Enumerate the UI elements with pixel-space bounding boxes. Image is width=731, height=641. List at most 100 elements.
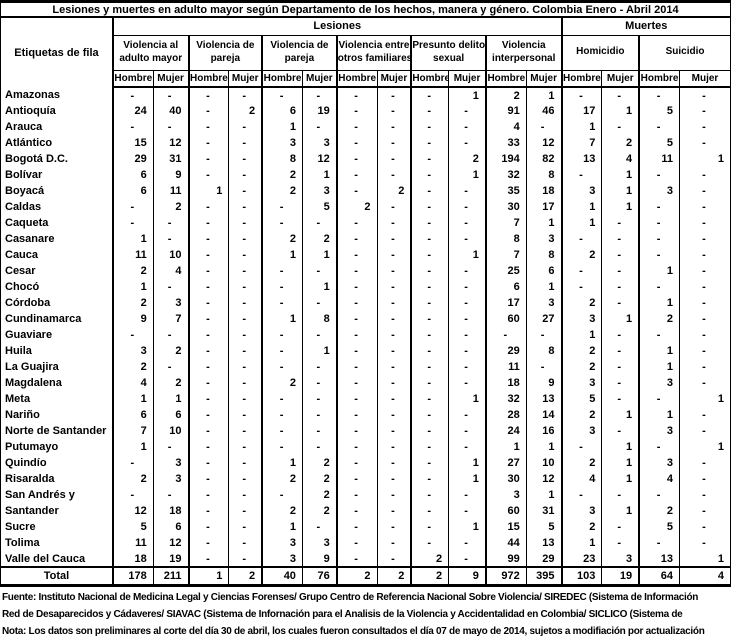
- cell: -: [153, 487, 190, 503]
- cell: 11: [112, 247, 154, 263]
- cell: -: [377, 391, 413, 407]
- cell: 13: [639, 551, 680, 567]
- cell: -: [526, 327, 563, 343]
- group-label-line: Presunto delito: [412, 40, 486, 51]
- cell: 30: [485, 471, 527, 487]
- cell: 3: [302, 135, 338, 151]
- cell: 2: [262, 183, 303, 199]
- cell: 13: [561, 151, 603, 167]
- cell: 32: [485, 167, 527, 183]
- cell: -: [702, 377, 706, 389]
- cell: 99: [485, 551, 527, 567]
- cell: 1: [526, 439, 563, 455]
- row-label: Putumayo: [1, 439, 114, 455]
- cell: 4: [639, 471, 680, 487]
- cell: -: [411, 311, 450, 327]
- cell: -: [228, 215, 264, 231]
- cell: -: [228, 167, 264, 183]
- cell: 19: [302, 103, 338, 119]
- cell: -: [448, 295, 487, 311]
- cell: 3: [526, 231, 563, 247]
- cell: 2: [336, 566, 378, 584]
- super-group-muertes: Muertes: [561, 18, 730, 36]
- cell: 6: [112, 407, 154, 423]
- cell: -: [702, 489, 706, 501]
- table-row: Tolima 11 12- -3 3- - - -44 13 1- - -: [1, 535, 730, 551]
- row-label: Bogotá D.C.: [1, 151, 114, 167]
- row-label: Quindío: [1, 455, 114, 471]
- cell: 7: [561, 135, 603, 151]
- header-super-row: Etiquetas de fila Lesiones Muertes: [1, 18, 730, 87]
- cell: -: [702, 217, 706, 229]
- cell: -: [228, 87, 264, 103]
- cell: -: [228, 343, 264, 359]
- cell: -: [377, 151, 413, 167]
- cell: 1: [561, 535, 603, 551]
- cell: 5: [639, 103, 680, 119]
- cell: -: [262, 391, 303, 407]
- cell: -: [448, 311, 487, 327]
- table-row: Boyacá 6 11 1-2 3-2- -35 18 3 1 3-: [1, 183, 730, 199]
- cell: -: [411, 183, 450, 199]
- cell: 2: [411, 551, 450, 567]
- cell: -: [377, 423, 413, 439]
- cell: -: [228, 183, 264, 199]
- cell: 5: [639, 519, 680, 535]
- cell: -: [448, 231, 487, 247]
- cell: -: [228, 135, 264, 151]
- cell: -: [262, 423, 303, 439]
- cell: 1: [262, 455, 303, 471]
- cell: -: [188, 119, 230, 135]
- cell: -: [377, 295, 413, 311]
- cell: -: [153, 279, 190, 295]
- row-label: Valle del Cauca: [1, 551, 114, 567]
- table-row: Magdalena 4 2- -2- - - - -18 9 3-3-: [1, 375, 730, 391]
- cell: 9: [112, 311, 154, 327]
- col-header-hombre: Hombre: [262, 70, 303, 88]
- cell: 8: [526, 167, 563, 183]
- cell: -: [336, 231, 378, 247]
- cell: -: [336, 311, 378, 327]
- cell: 1: [601, 439, 641, 455]
- cell: -: [411, 391, 450, 407]
- cell: -: [336, 375, 378, 391]
- cell: -: [377, 535, 413, 551]
- cell: -: [262, 487, 303, 503]
- row-label: Bolívar: [1, 167, 114, 183]
- col-header-hombre: Hombre: [485, 70, 527, 88]
- table-row: Córdoba 2 3- - - - - - - -17 3 2-1-: [1, 295, 730, 311]
- header-gender-row: Hombre Mujer Hombre Mujer Hombre Mujer Hombre M…: [1, 70, 730, 88]
- cell: 44: [485, 535, 527, 551]
- cell: -: [302, 119, 338, 135]
- header-group-row: Violencia al adulto mayor Violencia de p…: [1, 35, 730, 71]
- cell: -: [377, 167, 413, 183]
- cell: -: [601, 519, 641, 535]
- table-frame: Lesiones y muertes en adulto mayor según…: [0, 0, 731, 587]
- cell: 395: [526, 566, 563, 584]
- row-label: Antioquía: [1, 103, 114, 119]
- cell: -: [153, 215, 190, 231]
- cell: 1: [561, 327, 603, 343]
- cell: -: [377, 343, 413, 359]
- cell: -: [228, 279, 264, 295]
- cell: -: [448, 263, 487, 279]
- cell: 3: [153, 295, 190, 311]
- cell: -: [702, 345, 706, 357]
- cell: -: [702, 185, 706, 197]
- cell: -: [228, 295, 264, 311]
- cell: 1: [526, 87, 563, 103]
- cell: -: [639, 215, 680, 231]
- cell: -: [188, 519, 230, 535]
- cell: -: [112, 215, 154, 231]
- cell: 5: [302, 199, 338, 215]
- cell: -: [526, 119, 563, 135]
- cell: -: [411, 487, 450, 503]
- cell: 4: [601, 151, 641, 167]
- cell: 60: [485, 311, 527, 327]
- col-header-mujer: Mujer: [302, 70, 338, 88]
- cell: 1: [153, 391, 190, 407]
- cell: 17: [526, 199, 563, 215]
- cell: 46: [526, 103, 563, 119]
- source-line: Red de Desaparecidos y Cádaveres/ SIAVAC…: [2, 609, 683, 620]
- cell: -: [336, 343, 378, 359]
